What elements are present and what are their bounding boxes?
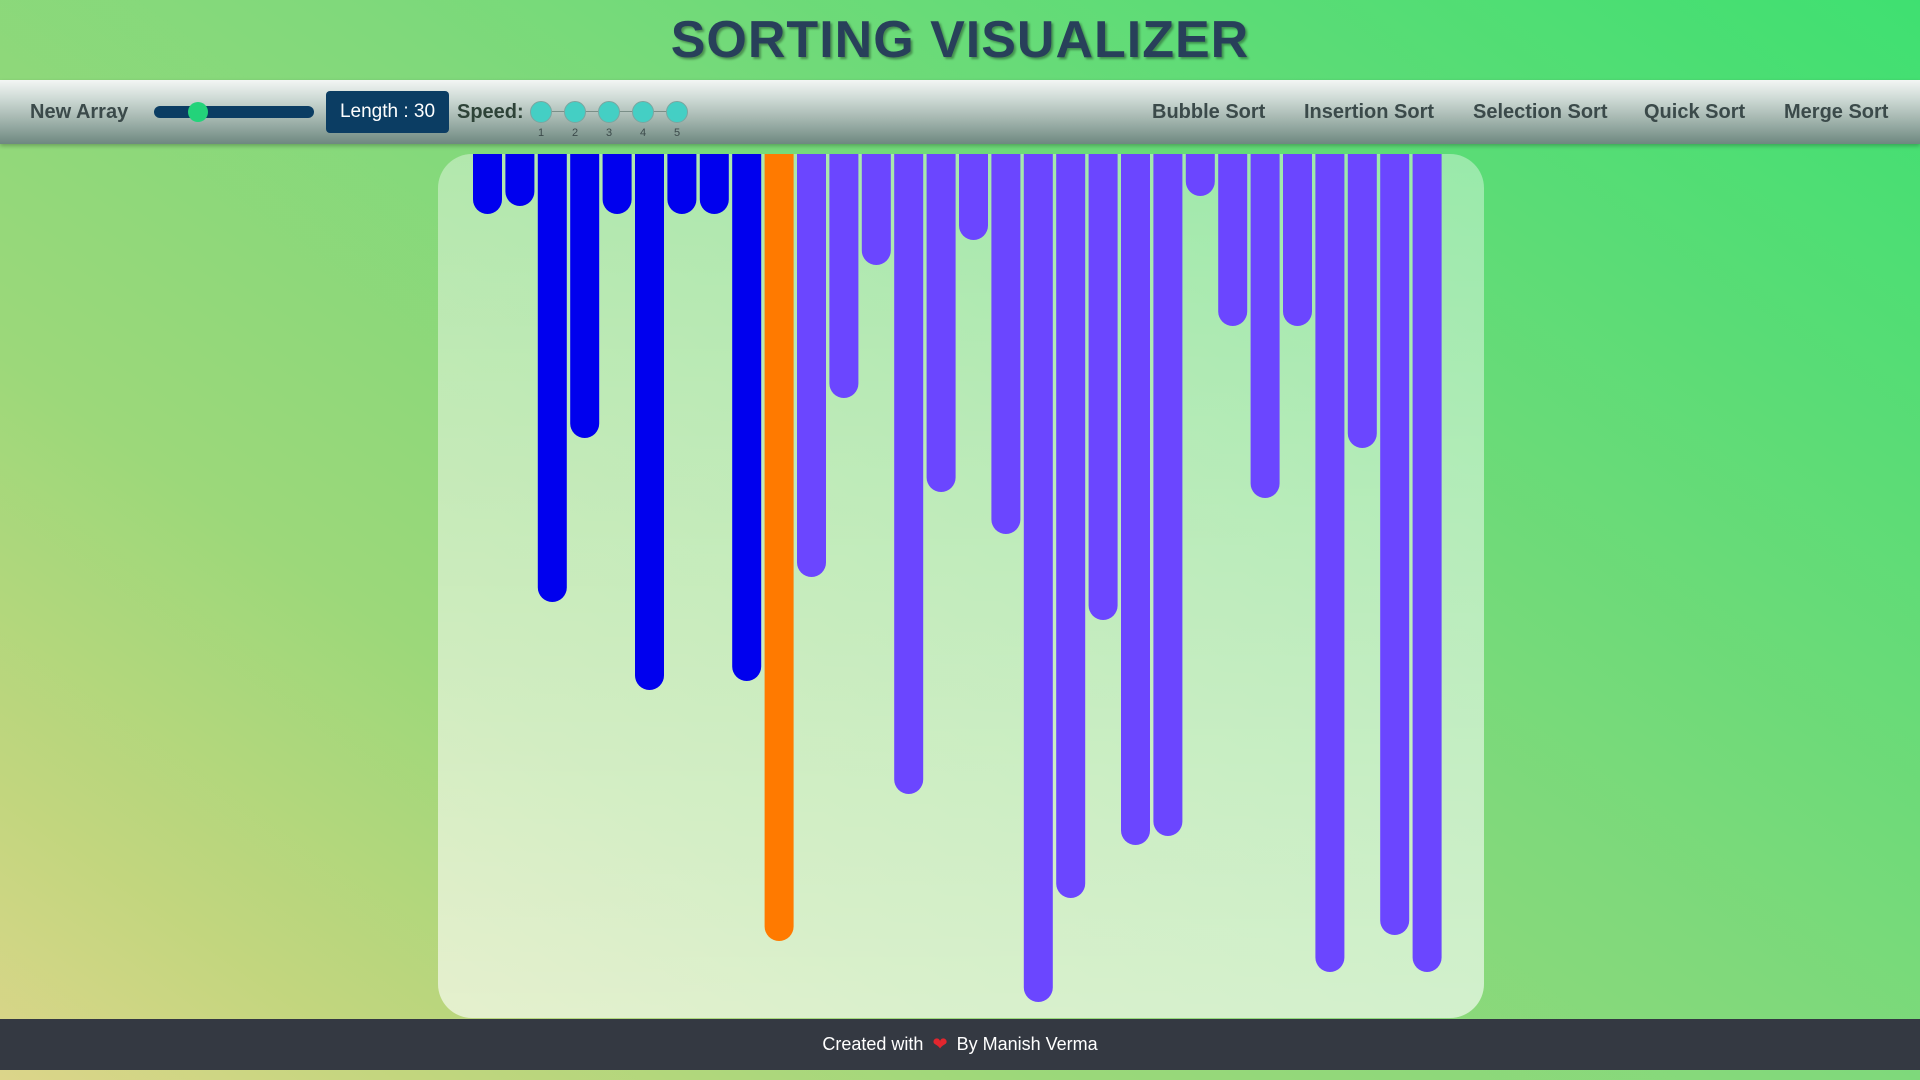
bar-unsorted [1056, 154, 1086, 898]
speed-option-2[interactable] [564, 101, 586, 123]
bar-unsorted [1250, 154, 1280, 498]
bar-unsorted [861, 154, 891, 265]
bar-sorted [699, 154, 729, 214]
bar-unsorted [1347, 154, 1377, 448]
speed-number: 1 [537, 127, 545, 139]
bars-container [438, 154, 1484, 1018]
bar-unsorted [1218, 154, 1248, 326]
speed-option-3[interactable] [598, 101, 620, 123]
bar-unsorted [1380, 154, 1410, 935]
title-bar: SORTING VISUALIZER [0, 0, 1920, 80]
bar-unsorted [894, 154, 924, 794]
speed-label: Speed: [457, 101, 524, 123]
navbar [0, 80, 1920, 144]
insertion-sort-button[interactable]: Insertion Sort [1304, 101, 1435, 123]
slider-thumb[interactable] [188, 102, 208, 122]
bar-sorted [537, 154, 567, 602]
bar-unsorted [797, 154, 826, 577]
bar-sorted [635, 154, 664, 690]
array-length-slider[interactable] [154, 102, 314, 122]
page-title: SORTING VISUALIZER [670, 11, 1250, 69]
bar-unsorted [1185, 154, 1215, 196]
bar-unsorted [926, 154, 956, 492]
footer-author: By Manish Verma [956, 1034, 1098, 1054]
bar-current [764, 154, 794, 941]
bar-sorted [473, 154, 502, 214]
speed-number: 4 [639, 127, 647, 139]
bar-unsorted [1283, 154, 1312, 326]
bar-unsorted [1088, 154, 1118, 620]
speed-option-5[interactable] [666, 101, 688, 123]
bar-unsorted [991, 154, 1021, 534]
bar-sorted [602, 154, 632, 214]
bar-unsorted [1023, 154, 1053, 1002]
bubble-sort-button[interactable]: Bubble Sort [1152, 101, 1266, 123]
bar-unsorted [1121, 154, 1150, 845]
bars-chart [473, 154, 1442, 1002]
bar-sorted [570, 154, 600, 438]
merge-sort-button[interactable]: Merge Sort [1784, 101, 1889, 123]
bar-unsorted [1412, 154, 1442, 972]
footer: Created with ❤ By Manish Verma [0, 1019, 1920, 1070]
bar-sorted [732, 154, 762, 681]
bar-unsorted [829, 154, 859, 398]
selection-sort-button[interactable]: Selection Sort [1473, 101, 1608, 123]
speed-option-4[interactable] [632, 101, 654, 123]
speed-number: 3 [605, 127, 613, 139]
quick-sort-button[interactable]: Quick Sort [1644, 101, 1746, 123]
heart-icon: ❤ [932, 1034, 948, 1054]
speed-number: 2 [571, 127, 579, 139]
speed-option-1[interactable] [530, 101, 552, 123]
bar-sorted [505, 154, 535, 206]
bar-unsorted [959, 154, 988, 240]
length-display: Length : 30 [326, 91, 449, 133]
new-array-button[interactable]: New Array [30, 101, 129, 123]
footer-prefix: Created with [822, 1034, 924, 1054]
bar-unsorted [1153, 154, 1183, 836]
bar-sorted [667, 154, 697, 214]
bar-unsorted [1315, 154, 1345, 972]
speed-number: 5 [673, 127, 681, 139]
